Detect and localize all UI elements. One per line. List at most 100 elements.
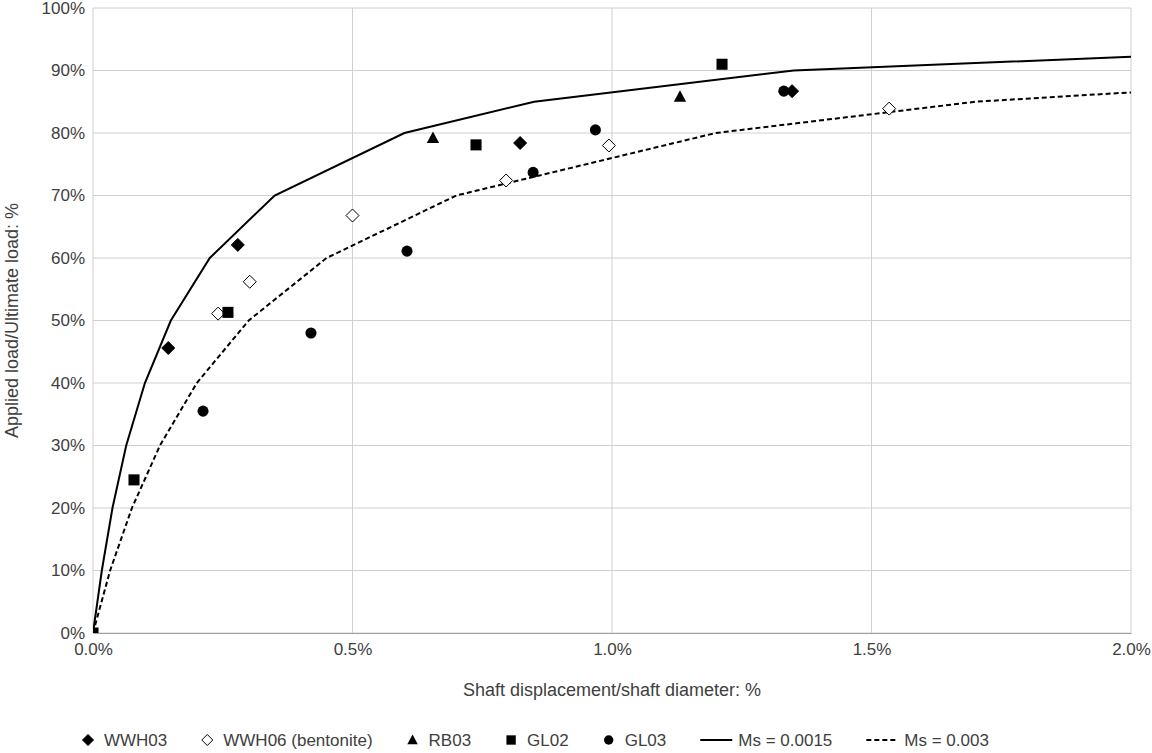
tick: 20% [51,499,93,518]
legend-item: WWH06 (bentonite) [202,731,373,750]
marker-shape [243,275,256,288]
legend-label: WWH06 (bentonite) [223,731,372,750]
tick-label: 20% [51,499,85,518]
marks [93,57,1131,633]
marker-shape [401,246,412,257]
point [674,90,686,101]
marker-shape [778,86,789,97]
point [883,102,896,115]
tick: 10% [51,561,93,580]
curve [93,57,1131,633]
tick-label: 80% [51,124,85,143]
marker-shape [346,209,359,222]
marker-shape [305,327,316,338]
legend-item: Ms = 0.0015 [700,731,832,750]
tick-label: 30% [51,436,85,455]
grid-line [93,8,94,633]
tick-label: 0% [60,624,85,643]
legend-symbol [866,739,898,741]
x-axis-title: Shaft displacement/shaft diameter: % [463,680,761,700]
marker-shape [674,90,686,101]
grid-line [612,8,613,633]
tick-label: 90% [51,61,85,80]
point [198,406,209,417]
tick: 70% [51,186,93,205]
marker-shape [528,167,539,178]
legend-symbol [407,735,417,745]
tick-label: 2.0% [1112,640,1151,659]
marker-shape [500,174,513,187]
axis-line [94,633,1132,634]
tick: 1.0% [593,633,632,659]
tick: 100% [42,0,93,18]
marker-shape [602,139,615,152]
marker-shape [427,132,439,143]
legend-symbol [506,735,515,744]
point [162,342,175,355]
point [346,209,359,222]
tick: 1.5% [853,633,892,659]
tick-label: 40% [51,374,85,393]
legend-label: WWH03 [104,731,167,750]
point [602,139,615,152]
point [243,275,256,288]
point [93,627,99,633]
chart: 0.0%0.5%1.0%1.5%2.0%0%10%20%30%40%50%60%… [0,0,1152,753]
y-axis-title: Applied load/Ultimate load: % [2,203,22,438]
tick-label: 60% [51,249,85,268]
grid-line [352,8,353,633]
legend: WWH03 WWH06 (bentonite) RB03 GL02 GL03 Ms = 0… [83,731,989,750]
tick: 0% [60,624,93,643]
marker-shape [717,59,728,70]
point [590,124,601,135]
point [128,474,139,485]
legend-label: Ms = 0.003 [904,731,989,750]
marker-shape [470,139,481,150]
legend-symbol [604,735,613,744]
legend-label: RB03 [429,731,472,750]
point [500,174,513,187]
tick-label: 0.5% [334,640,373,659]
marker-shape [506,735,515,744]
legend-symbol [700,739,732,741]
marker-shape [162,342,175,355]
legend-item: WWH03 [83,731,168,750]
point [778,86,789,97]
tick: 0.5% [334,633,373,659]
point [401,246,412,257]
legend-label: GL02 [527,731,569,750]
marker-shape [202,735,213,746]
marker-shape [407,735,417,745]
tick: 30% [51,436,93,455]
point [470,139,481,150]
grid-line [1131,8,1132,633]
legend-item: GL02 [506,731,568,750]
tick: 2.0% [1112,633,1151,659]
legend-label: GL03 [625,731,667,750]
tick-label: 70% [51,186,85,205]
legend-symbol [83,735,94,746]
marker-shape [883,102,896,115]
y-axis: 0% 10% 20% 30% 40% 50% 60% 70% 80% 90% 100% [42,0,94,643]
point [231,238,244,251]
tick-label: 10% [51,561,85,580]
plot: 0.0%0.5%1.0%1.5%2.0%0%10%20%30%40%50%60%… [42,0,1151,659]
tick: 40% [51,374,93,393]
marker-shape [514,137,527,150]
tick: 60% [51,249,93,268]
tick-label: 50% [51,311,85,330]
marker-shape [231,238,244,251]
tick: 80% [51,124,93,143]
grid-line [871,8,872,633]
grid [93,8,1131,633]
legend-item: RB03 [407,731,471,750]
marker-shape [198,406,209,417]
point [514,137,527,150]
marker-shape [128,474,139,485]
legend-label: Ms = 0.0015 [738,731,832,750]
legend-item: GL03 [604,731,666,750]
x-axis: 0.0%0.5%1.0%1.5%2.0% [74,633,1151,659]
marker-shape [590,124,601,135]
marker-shape [83,735,94,746]
point [222,307,233,318]
